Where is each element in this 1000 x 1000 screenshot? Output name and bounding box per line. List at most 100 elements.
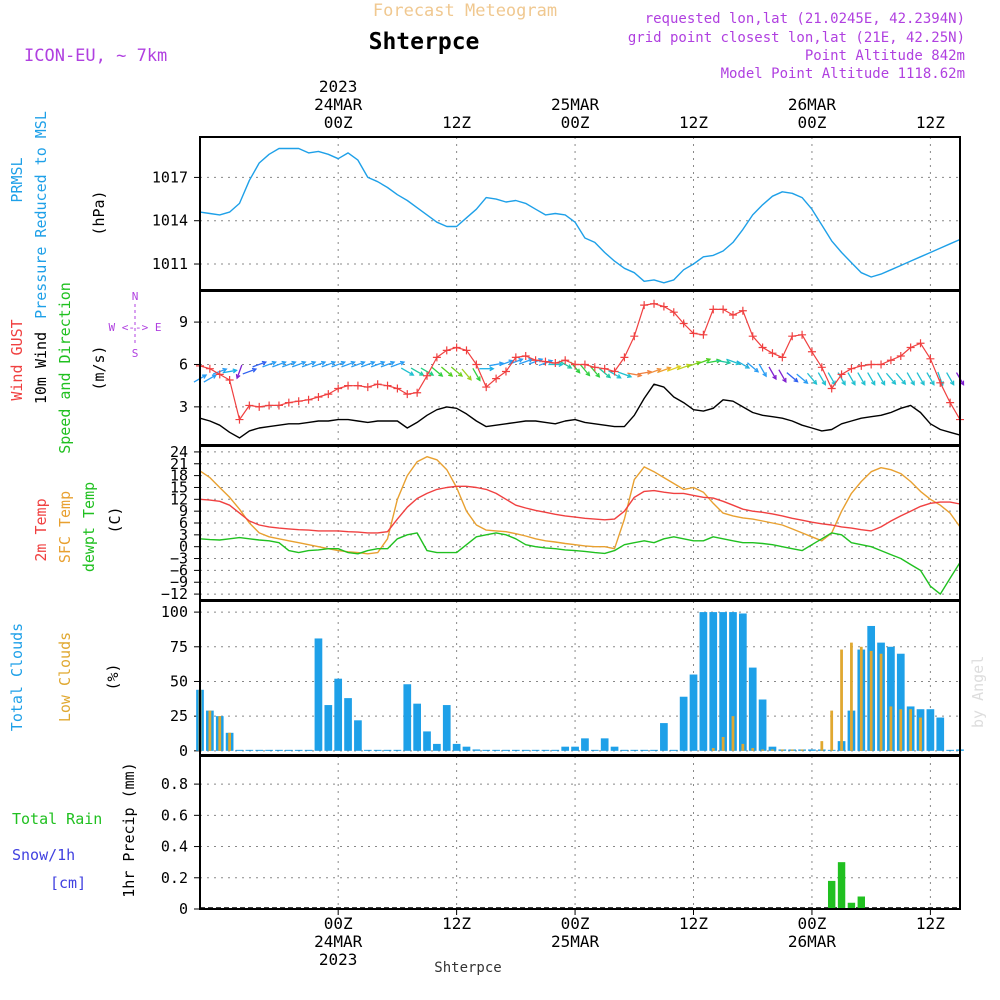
wind-gust-marker xyxy=(413,388,422,397)
total-cloud-bar xyxy=(423,731,431,751)
wind-arrow-shaft xyxy=(203,374,217,383)
wind-gust-marker xyxy=(857,361,866,370)
wind-arrow-shaft xyxy=(472,367,481,381)
wind-gust-marker xyxy=(867,360,876,369)
temperature-ytick-label: −3 xyxy=(170,550,188,568)
total-clouds-label: Total Clouds xyxy=(8,623,26,731)
total-cloud-bar xyxy=(403,684,412,751)
wind-arrow-shaft xyxy=(637,371,652,375)
wind-arrow-head xyxy=(350,360,356,366)
pressure-panel: 1011 1014 1017 xyxy=(152,136,961,291)
wind-arrow xyxy=(321,360,337,368)
wind-arrow-head xyxy=(271,360,277,366)
wind-gust-marker xyxy=(403,390,412,399)
wind-arrow xyxy=(242,367,258,375)
wind-arrow-shaft xyxy=(916,372,925,385)
wind-gust-marker xyxy=(452,343,461,352)
wind-arrow-shaft xyxy=(885,372,896,385)
temperature-ytick-label: 15 xyxy=(170,478,188,496)
wind-gust-marker xyxy=(916,339,925,348)
snow-units-label: [cm] xyxy=(50,874,86,892)
wind-gust-marker xyxy=(719,305,728,314)
total-cloud-bar xyxy=(334,678,343,751)
temperature-ytick-label: −12 xyxy=(161,585,188,603)
wind-arrow xyxy=(579,364,591,377)
precip-ytick-label: 0.6 xyxy=(161,806,188,824)
total-cloud-bar xyxy=(758,699,767,751)
wind-arrow-head xyxy=(676,365,682,370)
total-cloud-bar xyxy=(393,749,402,751)
wind-arrow xyxy=(847,372,856,386)
wind-gust-marker xyxy=(590,363,599,372)
wind-arrow-head xyxy=(920,380,925,386)
wind-arrow-head xyxy=(311,360,317,366)
wind-gust-marker xyxy=(571,360,580,369)
bottom-time-label: 12Z xyxy=(679,914,708,933)
bottom-time-label: 25MAR xyxy=(551,932,600,951)
wind-gust-marker xyxy=(393,384,402,393)
wind-arrow xyxy=(716,359,732,365)
temperature-ytick-label: 6 xyxy=(179,514,188,532)
panel-side-labels: PRMSL Pressure Reduced to MSL (hPa) Wind GU… xyxy=(8,111,161,898)
wind-arrow-shaft xyxy=(806,372,817,385)
temp-dewpt-line xyxy=(199,532,961,595)
top-time-label: 12Z xyxy=(442,113,471,132)
wind-arrow xyxy=(946,372,955,386)
wind-arrow-shaft xyxy=(716,359,731,364)
wind-arrow xyxy=(272,360,287,368)
wind-gust-marker xyxy=(521,351,530,360)
wind-gust-marker xyxy=(205,364,214,373)
wind-arrow-shaft xyxy=(589,365,600,378)
total-cloud-bar xyxy=(620,749,629,751)
wind-gust-marker xyxy=(353,381,362,390)
wind-arrow-shaft xyxy=(236,364,243,379)
location-title: Shterpce xyxy=(369,29,480,55)
wind-arrow-shaft xyxy=(768,366,777,380)
total-cloud-bar xyxy=(354,720,362,751)
wind-arrow-shaft xyxy=(657,367,671,374)
total-cloud-bar xyxy=(492,749,500,751)
wind-arrow-head xyxy=(851,380,856,386)
wind-arrow xyxy=(926,372,935,386)
wind-arrow-head xyxy=(666,366,672,372)
total-cloud-bar xyxy=(344,698,352,751)
wind-arrow xyxy=(736,360,751,369)
wind-arrow-shaft xyxy=(431,366,443,377)
temperature-ytick-label: 9 xyxy=(179,502,188,520)
clouds-ytick-label: 100 xyxy=(161,603,188,621)
wind-arrow xyxy=(370,360,386,368)
wind-arrow-head xyxy=(793,377,799,383)
wind-arrow-head xyxy=(251,367,258,373)
wind-gust-marker xyxy=(482,383,491,392)
wind-arrow-head xyxy=(281,360,287,366)
compass-we: W <--> E xyxy=(109,321,162,334)
total-cloud-bar xyxy=(541,749,550,751)
low-cloud-bar xyxy=(208,710,212,751)
total-cloud-bar xyxy=(946,749,954,751)
temp-units-label: (C) xyxy=(106,506,124,533)
wind-arrow-shaft xyxy=(360,361,375,368)
low-cloud-bar xyxy=(731,716,735,751)
wind-arrow xyxy=(796,373,809,384)
wind-arrow xyxy=(360,360,376,368)
low-cloud-bar xyxy=(909,709,913,751)
total-cloud-bar xyxy=(284,749,293,751)
temperature-ytick-label: −9 xyxy=(170,573,188,591)
wind-arrow-head xyxy=(370,360,376,366)
wind-arrow-shaft xyxy=(489,362,504,367)
wind-arrow-head xyxy=(716,358,722,364)
wind-arrow-head xyxy=(340,360,347,366)
wind-gust-marker xyxy=(768,349,777,358)
wind-gust-marker xyxy=(235,415,244,424)
wind-arrow-head xyxy=(419,371,425,376)
wind-arrow xyxy=(262,360,277,368)
wind-arrow xyxy=(203,374,218,383)
wind-ytick-label: 9 xyxy=(179,313,188,331)
wind-arrow-head xyxy=(949,380,955,386)
wind-arrow-head xyxy=(380,360,386,366)
wind-arrow-shaft xyxy=(895,372,906,385)
top-time-label: 24MAR xyxy=(314,95,363,114)
model-altitude: Model Point Altitude 1118.62m xyxy=(721,66,965,82)
compass-south: S xyxy=(132,347,139,360)
